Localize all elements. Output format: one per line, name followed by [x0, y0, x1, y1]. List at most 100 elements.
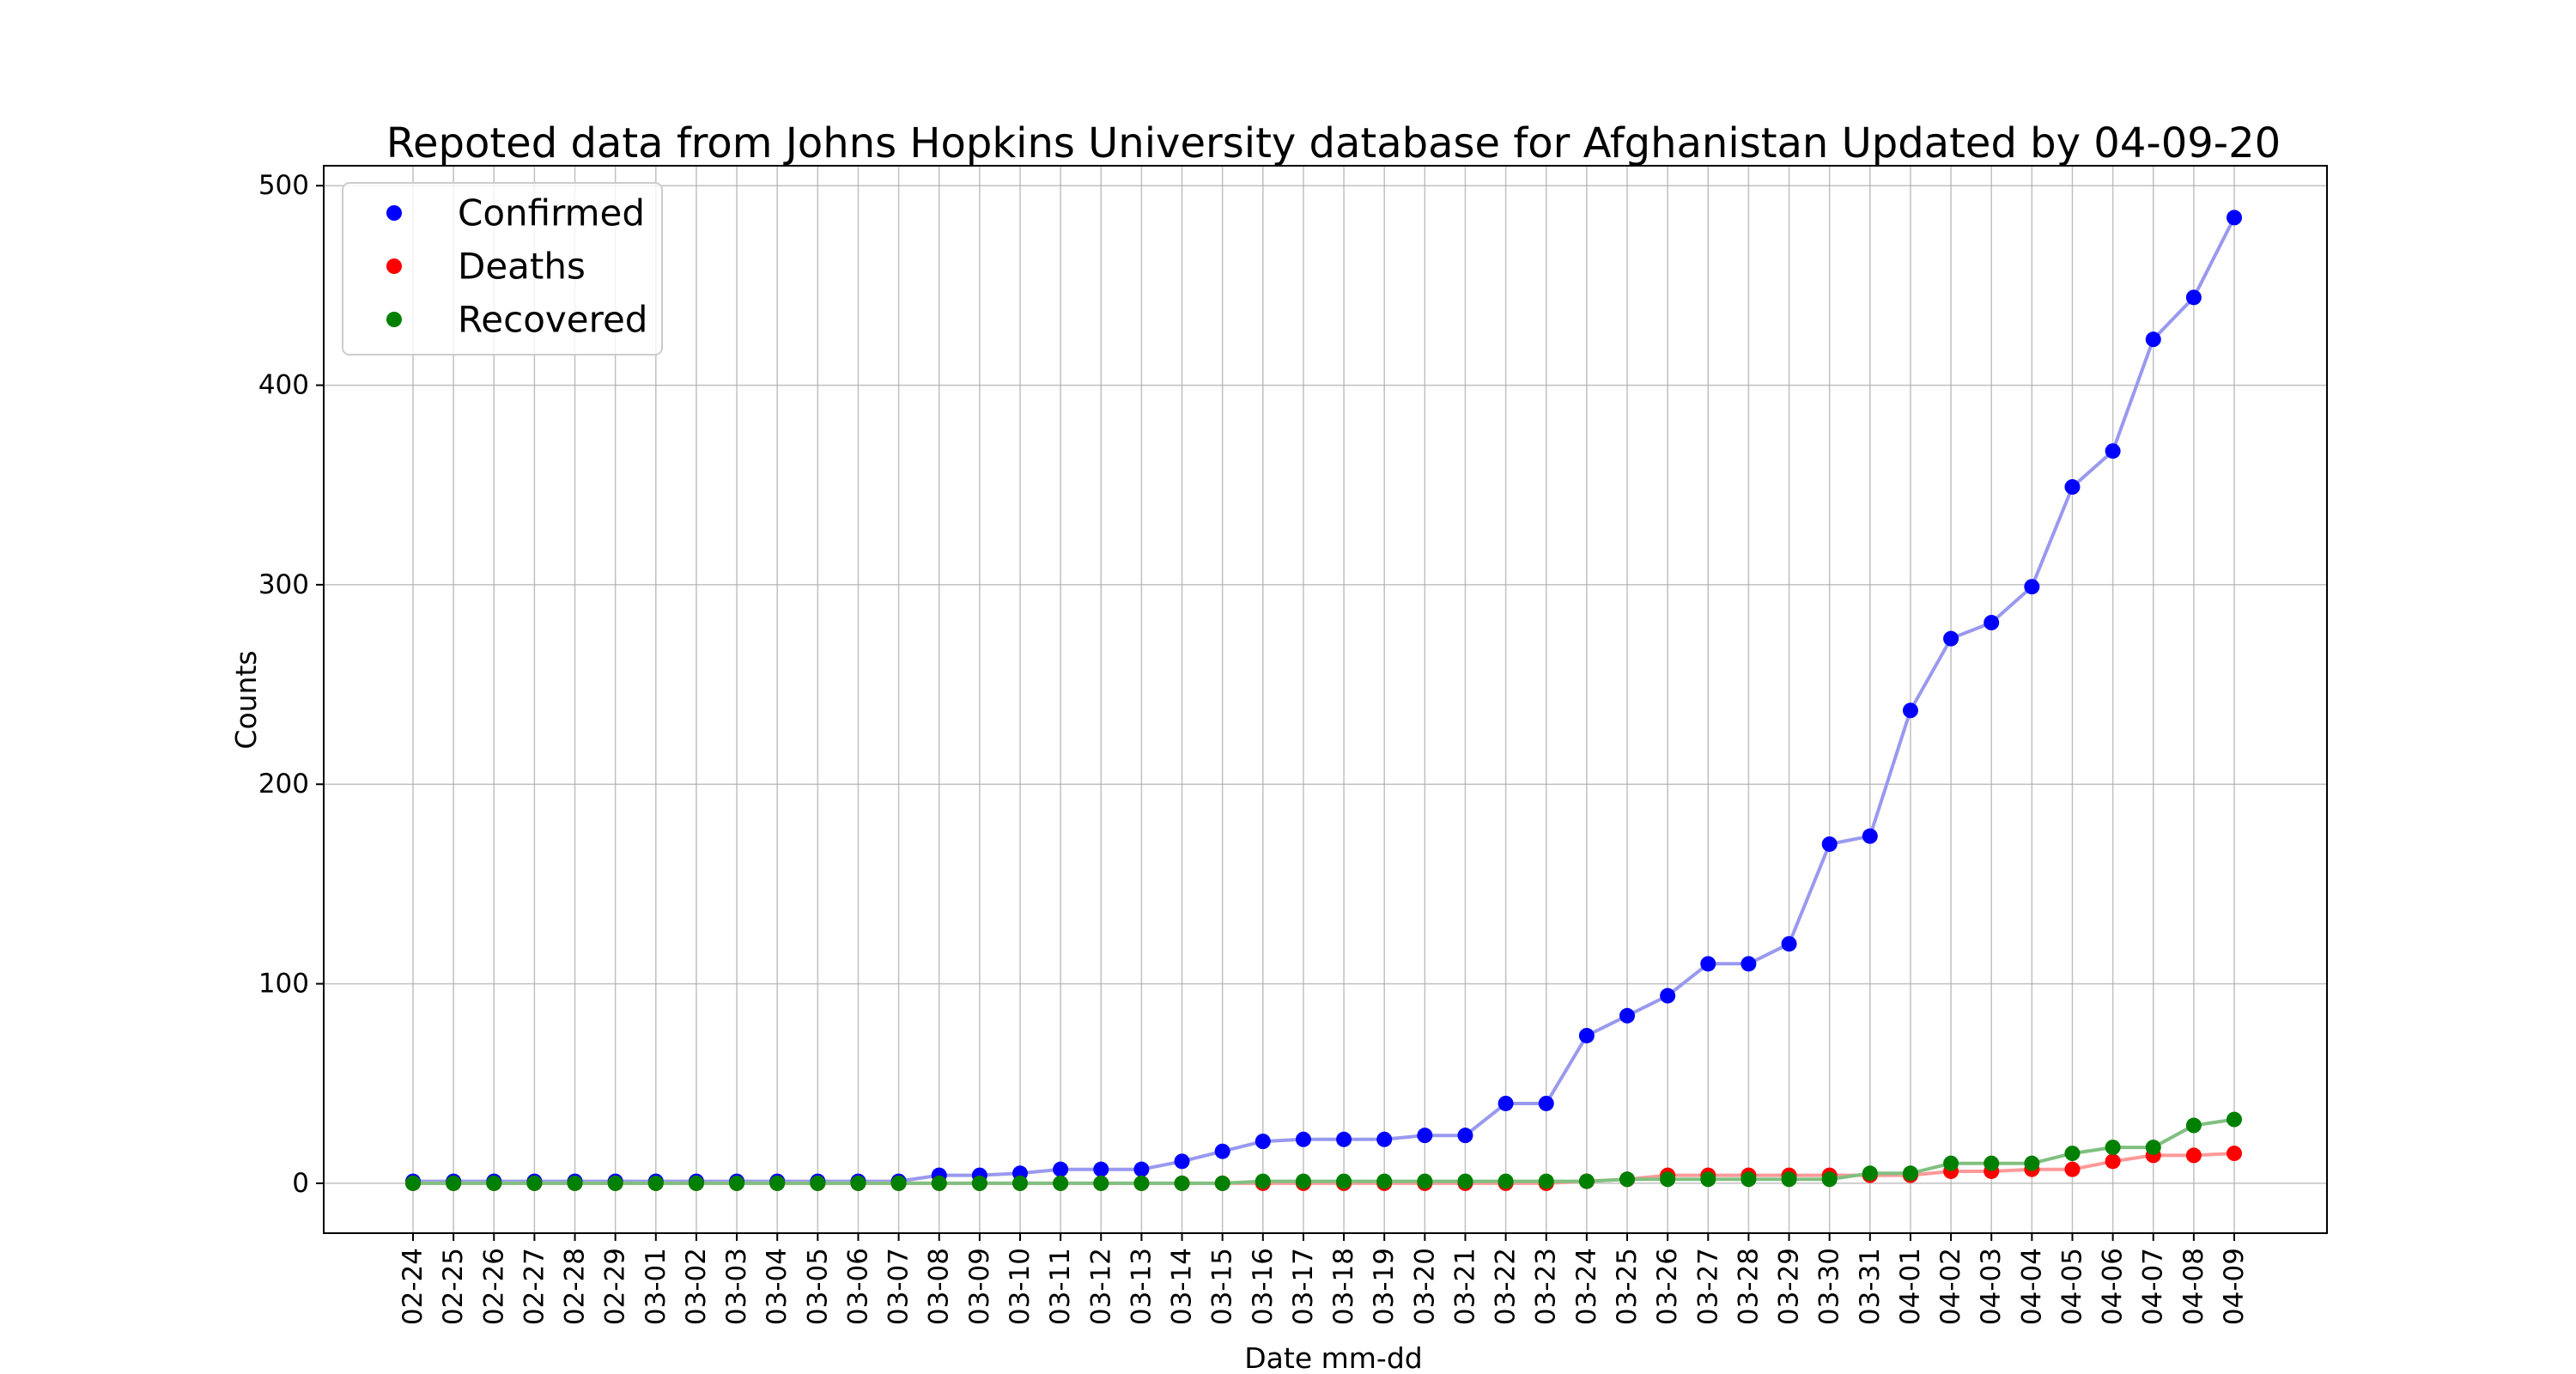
data-point-recovered: [446, 1175, 462, 1191]
x-tick-label: 04-06: [2098, 1248, 2129, 1325]
x-tick-label: 03-20: [1409, 1248, 1440, 1325]
data-point-recovered: [890, 1175, 907, 1191]
data-point-recovered: [1741, 1171, 1757, 1188]
data-point-confirmed: [1376, 1131, 1393, 1147]
data-point-recovered: [2064, 1146, 2081, 1162]
x-tick-label: 03-26: [1652, 1248, 1683, 1325]
data-point-confirmed: [1862, 828, 1878, 844]
x-tick-label: 02-26: [478, 1248, 509, 1325]
x-tick-label: 03-16: [1248, 1248, 1279, 1325]
data-point-recovered: [2185, 1117, 2202, 1134]
data-point-confirmed: [1943, 630, 1959, 647]
x-tick-label: 02-24: [398, 1248, 428, 1325]
data-point-recovered: [1133, 1175, 1150, 1191]
x-tick-label: 04-01: [1895, 1248, 1926, 1325]
x-tick-label: 03-01: [641, 1248, 671, 1325]
data-point-recovered: [850, 1175, 866, 1191]
data-point-confirmed: [2105, 443, 2121, 459]
x-tick-label: 03-11: [1045, 1248, 1076, 1325]
data-point-confirmed: [1741, 956, 1757, 972]
data-point-confirmed: [1214, 1143, 1230, 1159]
x-tick-label: 03-27: [1692, 1248, 1723, 1325]
x-tick-label: 03-14: [1167, 1248, 1198, 1325]
series-line-deaths: [413, 1152, 2235, 1185]
x-tick-label: 03-29: [1774, 1248, 1805, 1325]
data-point-recovered: [1012, 1175, 1028, 1191]
x-tick-label: 03-04: [762, 1248, 793, 1325]
x-tick-label: 03-06: [842, 1248, 873, 1325]
data-point-recovered: [1619, 1171, 1635, 1188]
data-point-recovered: [729, 1175, 745, 1191]
y-tick-label: 0: [292, 1168, 309, 1199]
data-point-recovered: [647, 1175, 664, 1191]
data-point-recovered: [688, 1175, 704, 1191]
legend-label-recovered: Recovered: [458, 299, 647, 341]
data-point-confirmed: [1538, 1095, 1554, 1111]
x-tick-label: 04-07: [2138, 1248, 2169, 1325]
x-tick-label: 03-10: [1005, 1248, 1036, 1325]
data-point-confirmed: [1295, 1131, 1311, 1147]
data-point-recovered: [1457, 1173, 1473, 1189]
x-tick-label: 02-27: [519, 1248, 550, 1325]
series-line-confirmed: [413, 216, 2236, 1183]
data-point-confirmed: [1093, 1161, 1109, 1177]
x-tick-label: 02-25: [438, 1248, 469, 1325]
x-tick-label: 03-03: [721, 1248, 752, 1325]
data-point-recovered: [1538, 1173, 1554, 1189]
x-tick-label: 03-28: [1733, 1248, 1764, 1325]
data-point-recovered: [1943, 1155, 1959, 1171]
x-tick-label: 03-05: [802, 1248, 833, 1325]
data-point-confirmed: [2064, 479, 2081, 495]
x-tick-label: 04-09: [2219, 1248, 2250, 1325]
x-tick-label: 03-22: [1491, 1248, 1522, 1325]
data-point-recovered: [2227, 1111, 2242, 1128]
data-point-confirmed: [1902, 702, 1918, 719]
legend-label-deaths: Deaths: [458, 246, 586, 288]
legend: Confirmed Deaths Recovered: [342, 182, 663, 356]
data-point-recovered: [769, 1175, 786, 1191]
x-tick-label: 04-05: [2057, 1248, 2087, 1325]
data-point-confirmed: [1336, 1131, 1352, 1147]
data-point-recovered: [567, 1175, 583, 1191]
legend-marker-recovered: [386, 312, 402, 327]
data-point-recovered: [1578, 1173, 1595, 1189]
x-tick-label: 03-19: [1369, 1248, 1400, 1325]
data-point-confirmed: [2185, 289, 2202, 306]
plot-area: [323, 165, 2328, 1234]
data-point-confirmed: [1133, 1161, 1150, 1177]
data-point-recovered: [971, 1175, 987, 1191]
x-tick-label: 03-02: [681, 1248, 712, 1325]
x-tick-label: 03-13: [1126, 1248, 1157, 1325]
data-point-recovered: [1093, 1175, 1109, 1191]
x-tick-label: 03-07: [884, 1248, 914, 1325]
x-tick-label: 03-15: [1207, 1248, 1238, 1325]
data-point-recovered: [1902, 1165, 1918, 1182]
y-tick-label: 500: [258, 170, 309, 201]
series-line-recovered: [413, 1117, 2235, 1185]
data-point-confirmed: [2024, 579, 2040, 595]
y-tick-label: 300: [258, 569, 309, 600]
data-point-confirmed: [1660, 988, 1676, 1004]
data-point-deaths: [2064, 1161, 2081, 1177]
data-point-recovered: [1336, 1173, 1352, 1189]
data-point-deaths: [2185, 1147, 2202, 1164]
data-point-recovered: [1295, 1173, 1311, 1189]
legend-marker-confirmed: [386, 205, 402, 221]
x-tick-label: 03-08: [924, 1248, 955, 1325]
data-point-confirmed: [1700, 956, 1716, 972]
x-tick-label: 04-08: [2178, 1248, 2209, 1325]
x-tick-label: 03-31: [1855, 1248, 1886, 1325]
data-point-confirmed: [1174, 1153, 1190, 1170]
y-tick-label: 100: [258, 969, 309, 1000]
data-point-recovered: [1781, 1171, 1797, 1188]
x-tick-label: 03-24: [1571, 1248, 1602, 1325]
x-tick-label: 03-23: [1531, 1248, 1562, 1325]
data-point-recovered: [1862, 1165, 1878, 1182]
data-point-recovered: [1214, 1175, 1230, 1191]
axis-ticks: 02-24 02-25 02-26 02-27 02-28 02-29 03-01 03-02…: [258, 170, 2250, 1325]
data-point-confirmed: [1417, 1128, 1433, 1144]
legend-box: [342, 182, 663, 356]
data-point-confirmed: [1498, 1095, 1514, 1111]
x-tick-label: 03-09: [964, 1248, 995, 1325]
